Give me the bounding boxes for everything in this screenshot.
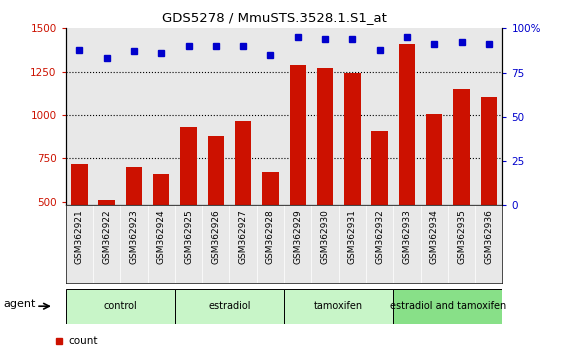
Text: GSM362932: GSM362932 [375, 209, 384, 264]
Bar [453, 89, 470, 289]
Text: GSM362929: GSM362929 [293, 209, 302, 264]
Bar [126, 167, 142, 289]
Bar [393, 289, 502, 324]
Text: GSM362936: GSM362936 [484, 209, 493, 264]
Bar [317, 68, 333, 289]
Bar [262, 172, 279, 289]
Bar [399, 44, 415, 289]
Bar [371, 131, 388, 289]
Text: GSM362934: GSM362934 [430, 209, 439, 264]
Text: estradiol and tamoxifen: estradiol and tamoxifen [390, 301, 506, 311]
Text: GSM362935: GSM362935 [457, 209, 466, 264]
Text: GSM362926: GSM362926 [211, 209, 220, 264]
Text: GSM362933: GSM362933 [403, 209, 412, 264]
Text: estradiol: estradiol [208, 301, 251, 311]
Text: agent: agent [3, 299, 35, 309]
Bar [66, 289, 175, 324]
Text: count: count [68, 336, 98, 346]
Text: GSM362928: GSM362928 [266, 209, 275, 264]
Text: tamoxifen: tamoxifen [314, 301, 363, 311]
Text: GDS5278 / MmuSTS.3528.1.S1_at: GDS5278 / MmuSTS.3528.1.S1_at [162, 11, 387, 24]
Bar [344, 73, 360, 289]
Text: GSM362924: GSM362924 [156, 209, 166, 264]
Bar [71, 164, 87, 289]
Bar [235, 121, 251, 289]
Bar [208, 136, 224, 289]
Text: GSM362931: GSM362931 [348, 209, 357, 264]
Bar [481, 97, 497, 289]
Bar [153, 174, 170, 289]
Text: GSM362923: GSM362923 [130, 209, 138, 264]
Text: GSM362922: GSM362922 [102, 209, 111, 264]
Bar [289, 65, 306, 289]
Text: GSM362930: GSM362930 [320, 209, 329, 264]
Bar [426, 114, 443, 289]
Text: control: control [103, 301, 137, 311]
Bar [98, 200, 115, 289]
Bar [175, 289, 284, 324]
Bar [180, 127, 196, 289]
Text: GSM362927: GSM362927 [239, 209, 248, 264]
Text: GSM362921: GSM362921 [75, 209, 84, 264]
Bar [284, 289, 393, 324]
Text: GSM362925: GSM362925 [184, 209, 193, 264]
